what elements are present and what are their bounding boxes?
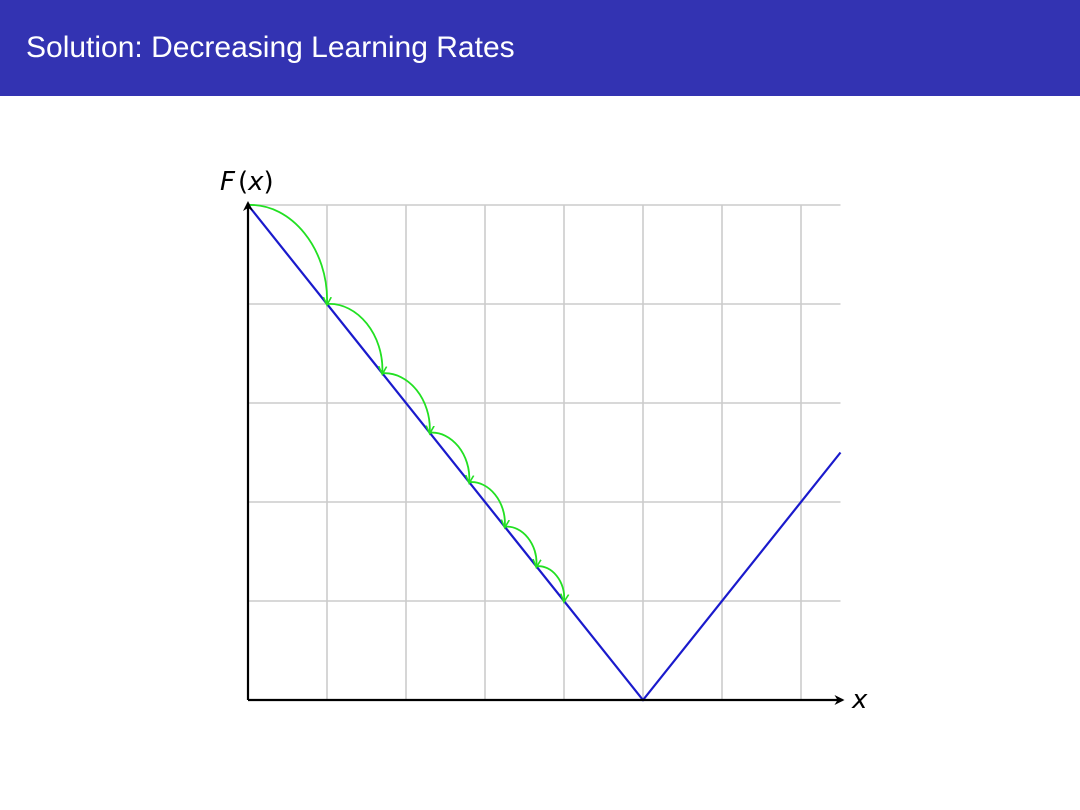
slide-title: Solution: Decreasing Learning Rates [26,31,515,64]
y-axis-label: F (x) [220,167,274,197]
function-line [247,204,842,702]
descent-step-arrow [247,204,327,304]
descent-step-arrow [382,372,430,432]
function-curve [247,204,842,702]
title-bar: Solution: Decreasing Learning Rates [0,0,1080,96]
x-axis-label: x [851,685,868,715]
descent-step-arrow [326,303,382,373]
grid [248,204,841,700]
descent-steps [247,204,564,601]
descent-step-arrow [536,565,564,601]
descent-step-arrow [469,481,505,527]
descent-step-arrow [504,525,537,567]
descent-step-arrow [429,431,470,483]
